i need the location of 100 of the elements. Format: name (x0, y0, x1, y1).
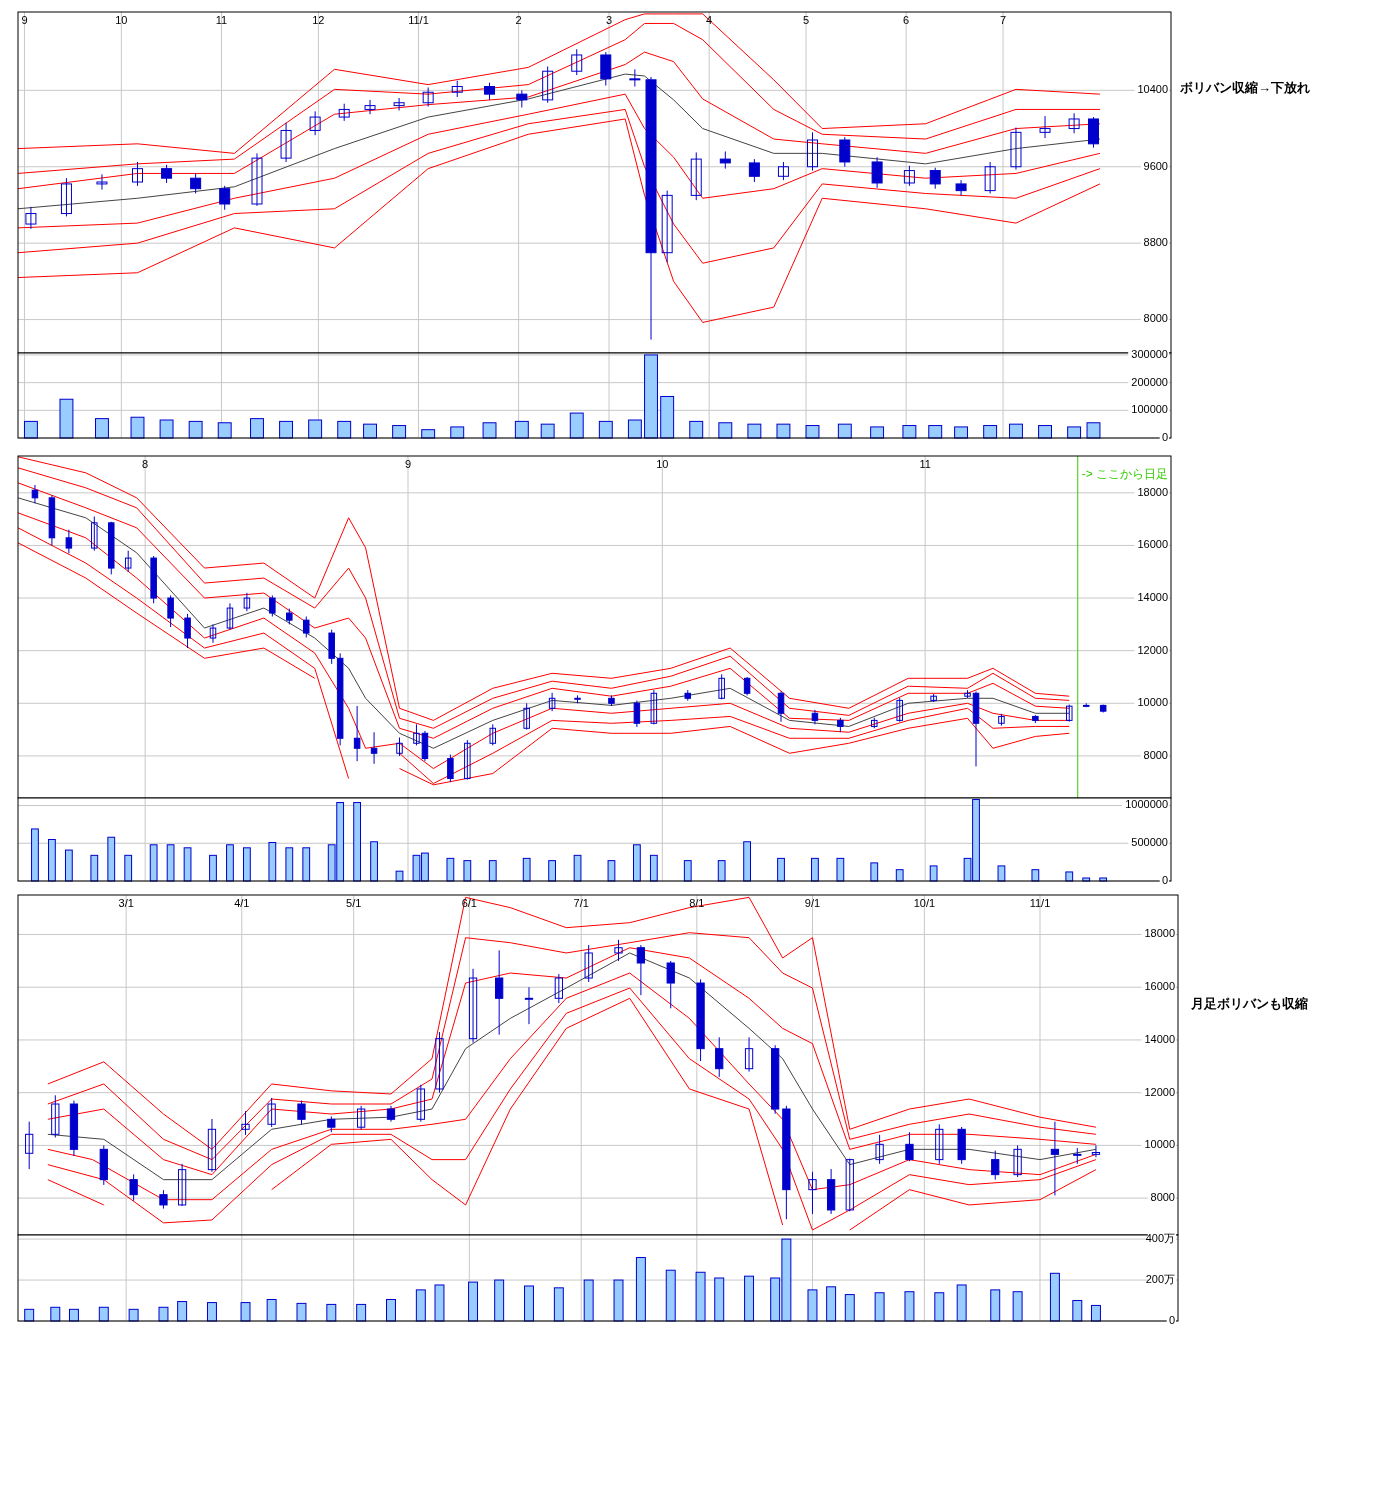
candlestick (241, 1110, 250, 1136)
candlestick (468, 968, 478, 1044)
candlestick (1010, 127, 1022, 171)
candlestick (523, 702, 530, 731)
bar (1067, 426, 1082, 439)
bar (1072, 1300, 1083, 1322)
bar (31, 828, 39, 882)
x-tick-label: 5 (802, 13, 810, 26)
candlestick (1013, 1144, 1022, 1178)
candlestick (161, 164, 173, 184)
candlestick (447, 754, 454, 783)
bar (997, 865, 1006, 882)
bar (468, 1281, 479, 1322)
candlestick (896, 697, 903, 723)
x-tick-label: 10 (115, 13, 128, 26)
candlestick (396, 736, 403, 757)
bar (1090, 1304, 1101, 1322)
candlestick (629, 68, 641, 87)
bar (717, 860, 726, 882)
candlestick (984, 161, 996, 194)
y-tick-label: 12000 (1137, 643, 1168, 656)
candlestick (845, 1158, 854, 1212)
candlestick (690, 151, 702, 201)
candlestick (167, 594, 174, 628)
bar (874, 1292, 885, 1322)
y-tick-label: 10400 (1137, 83, 1168, 96)
candlestick (1039, 115, 1051, 139)
bar (159, 419, 174, 439)
candlestick (280, 122, 292, 163)
bar (934, 1292, 945, 1322)
candlestick (177, 1163, 187, 1207)
bar (683, 860, 692, 882)
bar (714, 1277, 725, 1322)
candlestick (955, 179, 967, 196)
y-tick-label: 0 (1168, 1313, 1175, 1326)
candlestick (571, 48, 583, 76)
bar (870, 426, 885, 439)
candlestick (96, 173, 108, 191)
bar (895, 869, 904, 882)
y-tick-label: 200000 (1131, 375, 1168, 388)
y-tick-label: 1000000 (1125, 798, 1168, 811)
ref-line-label: -> ここから日足 (1081, 467, 1169, 481)
bar (302, 847, 311, 882)
bar (415, 1289, 426, 1322)
y-tick-label: 300000 (1131, 347, 1168, 360)
bar (353, 802, 362, 882)
y-tick-label: 16000 (1144, 980, 1175, 993)
line-series (17, 51, 1101, 190)
bar (635, 1257, 646, 1322)
text: ボリバン収縮→下放れ (1179, 80, 1310, 95)
y-tick-label: 8800 (1143, 236, 1168, 249)
bar (744, 1275, 755, 1322)
candlestick (584, 944, 593, 983)
bar (370, 841, 378, 882)
candlestick (353, 705, 361, 762)
x-tick-label: 9 (21, 13, 28, 26)
candlestick (1050, 1121, 1060, 1196)
bar (95, 418, 109, 439)
bar (983, 425, 998, 439)
bar (695, 1271, 706, 1322)
candlestick (542, 65, 554, 104)
candlestick (129, 1173, 138, 1202)
x-tick-label: 11/1 (408, 13, 429, 26)
candlestick (633, 700, 641, 728)
y-tick-label: 0 (1161, 873, 1168, 886)
bar (268, 842, 277, 882)
bar (209, 854, 217, 882)
candlestick (91, 516, 98, 552)
bar (548, 860, 556, 882)
x-tick-label: 7 (999, 13, 1007, 26)
x-tick-label: 3/1 (118, 896, 134, 909)
candlestick (393, 97, 405, 111)
candlestick (25, 206, 37, 230)
bar (392, 425, 407, 439)
bar (929, 865, 938, 882)
bar (48, 839, 56, 882)
candlestick (413, 723, 420, 746)
bar (326, 1303, 337, 1322)
candlestick (614, 939, 623, 962)
bar (356, 1303, 367, 1322)
candlestick (489, 723, 497, 746)
y-tick-label: 16000 (1137, 538, 1168, 551)
candlestick (184, 613, 191, 649)
bar (826, 1286, 837, 1322)
candlestick (903, 165, 915, 187)
bar (689, 420, 704, 439)
candlestick (159, 1189, 168, 1210)
bar (188, 420, 203, 439)
bar (660, 395, 675, 439)
bar (598, 420, 613, 439)
y-tick-label: 200万 (1145, 1272, 1175, 1285)
bar (446, 857, 455, 882)
candlestick (267, 1097, 276, 1128)
bar (613, 1279, 624, 1322)
candlestick (60, 177, 72, 217)
candlestick (636, 944, 646, 996)
candlestick (991, 1150, 1000, 1181)
bar (522, 857, 531, 882)
y-tick-label: 14000 (1137, 590, 1168, 603)
bar (243, 847, 251, 882)
